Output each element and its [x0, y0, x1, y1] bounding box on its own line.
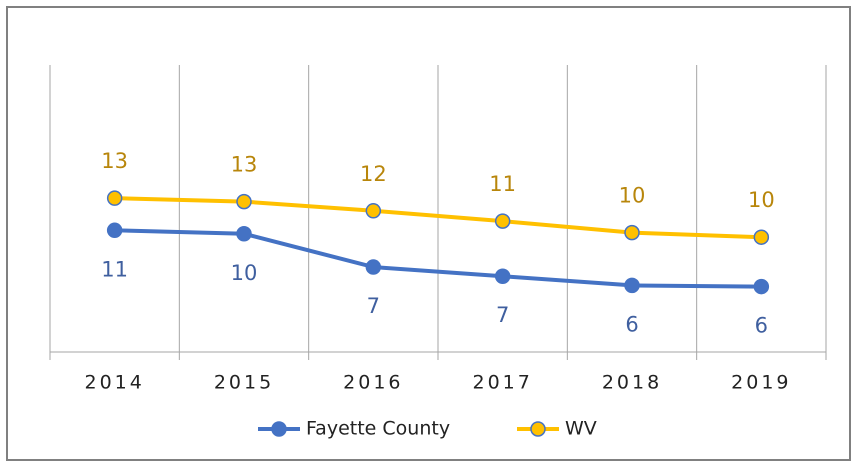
series-marker — [236, 193, 252, 210]
data-label: 12 — [360, 162, 387, 186]
legend-marker — [530, 421, 546, 437]
legend-label: WV — [565, 418, 597, 440]
series-marker — [236, 226, 252, 242]
data-label: 10 — [619, 184, 646, 208]
series-marker — [106, 222, 123, 239]
data-label: 11 — [101, 257, 128, 281]
data-label: 7 — [367, 294, 380, 318]
x-tick-label: 2016 — [343, 372, 403, 394]
series-line — [114, 228, 762, 289]
data-label: 6 — [625, 312, 638, 336]
legend-label: Fayette County — [306, 418, 450, 440]
data-label: 13 — [101, 149, 128, 173]
x-tick-label: 2014 — [84, 372, 144, 394]
series-marker — [365, 203, 382, 219]
legend-marker — [271, 421, 287, 437]
data-label: 10 — [748, 188, 775, 212]
x-tick-label: 2019 — [731, 372, 791, 394]
data-label: 13 — [231, 153, 258, 177]
series-marker — [753, 278, 770, 295]
series-marker — [753, 229, 770, 245]
series-marker — [494, 268, 511, 284]
data-label: 10 — [231, 261, 258, 285]
data-label: 11 — [489, 172, 516, 196]
data-label: 7 — [496, 303, 509, 327]
x-tick-label: 2015 — [214, 372, 274, 394]
series-marker — [624, 224, 640, 241]
data-label: 6 — [755, 314, 768, 338]
x-tick-label: 2018 — [602, 372, 662, 394]
series-line — [114, 196, 762, 240]
x-tick-label: 2017 — [472, 372, 532, 394]
series-marker — [106, 190, 123, 206]
series-marker — [365, 259, 382, 275]
series-marker — [624, 277, 640, 294]
series-marker — [494, 213, 511, 229]
